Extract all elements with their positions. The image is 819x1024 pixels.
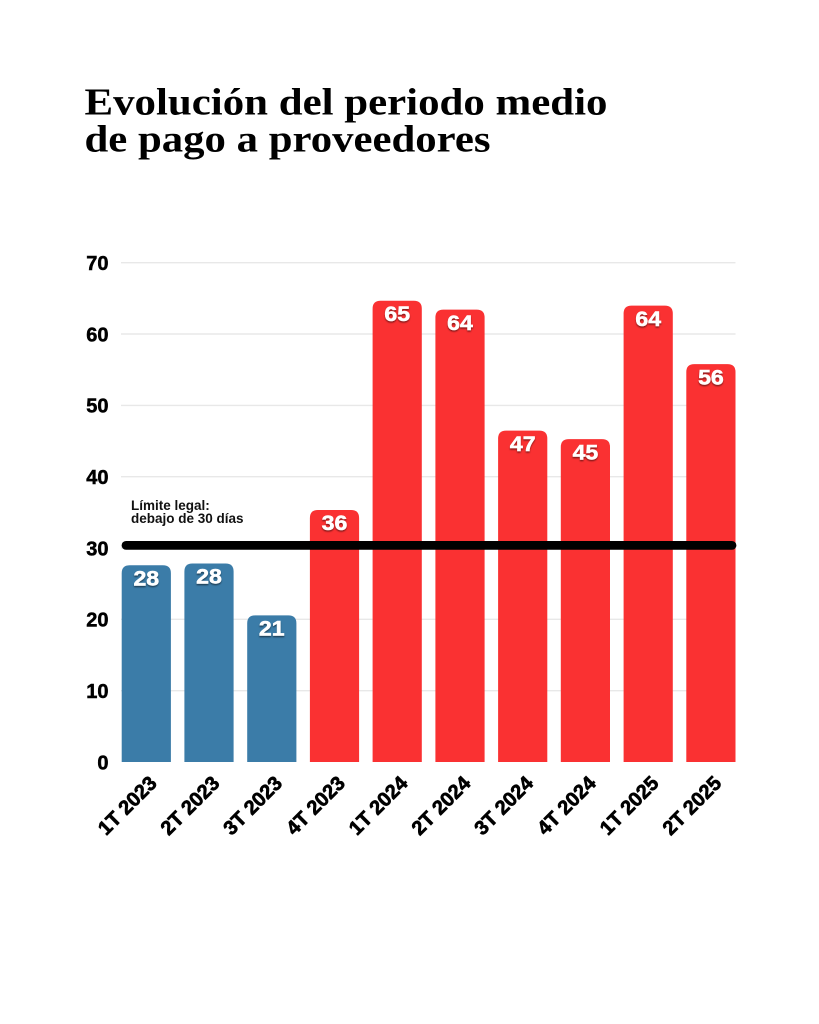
svg-text:Evolución del periodo medio: Evolución del periodo medio: [85, 81, 608, 123]
svg-text:65: 65: [384, 302, 410, 326]
svg-text:3T 2024: 3T 2024: [470, 772, 538, 840]
svg-text:64: 64: [447, 311, 473, 335]
svg-text:Límite legal:: Límite legal:: [131, 498, 210, 513]
svg-text:1T 2023: 1T 2023: [94, 772, 161, 839]
svg-text:4T 2024: 4T 2024: [533, 772, 601, 840]
svg-text:40: 40: [86, 467, 108, 489]
svg-text:21: 21: [259, 617, 285, 641]
svg-text:50: 50: [86, 396, 108, 418]
svg-text:70: 70: [86, 253, 108, 275]
svg-text:0: 0: [97, 752, 108, 774]
svg-text:28: 28: [133, 566, 159, 590]
svg-text:56: 56: [698, 365, 724, 389]
svg-text:1T 2024: 1T 2024: [345, 772, 413, 840]
svg-text:3T 2023: 3T 2023: [219, 772, 286, 839]
svg-text:47: 47: [510, 432, 536, 456]
svg-text:45: 45: [573, 440, 599, 464]
svg-text:30: 30: [86, 538, 108, 560]
svg-text:debajo de 30 días: debajo de 30 días: [131, 511, 244, 526]
svg-text:4T 2023: 4T 2023: [282, 772, 349, 839]
svg-text:10: 10: [86, 681, 108, 703]
svg-text:64: 64: [635, 307, 661, 331]
svg-text:60: 60: [86, 324, 108, 346]
svg-text:2T 2023: 2T 2023: [157, 772, 224, 839]
svg-text:1T 2025: 1T 2025: [596, 772, 663, 839]
svg-text:28: 28: [196, 565, 222, 589]
svg-text:2T 2024: 2T 2024: [408, 772, 476, 840]
svg-text:36: 36: [322, 511, 348, 535]
svg-text:de pago a proveedores: de pago a proveedores: [85, 118, 491, 160]
svg-text:20: 20: [86, 610, 108, 632]
svg-text:2T 2025: 2T 2025: [659, 772, 726, 839]
